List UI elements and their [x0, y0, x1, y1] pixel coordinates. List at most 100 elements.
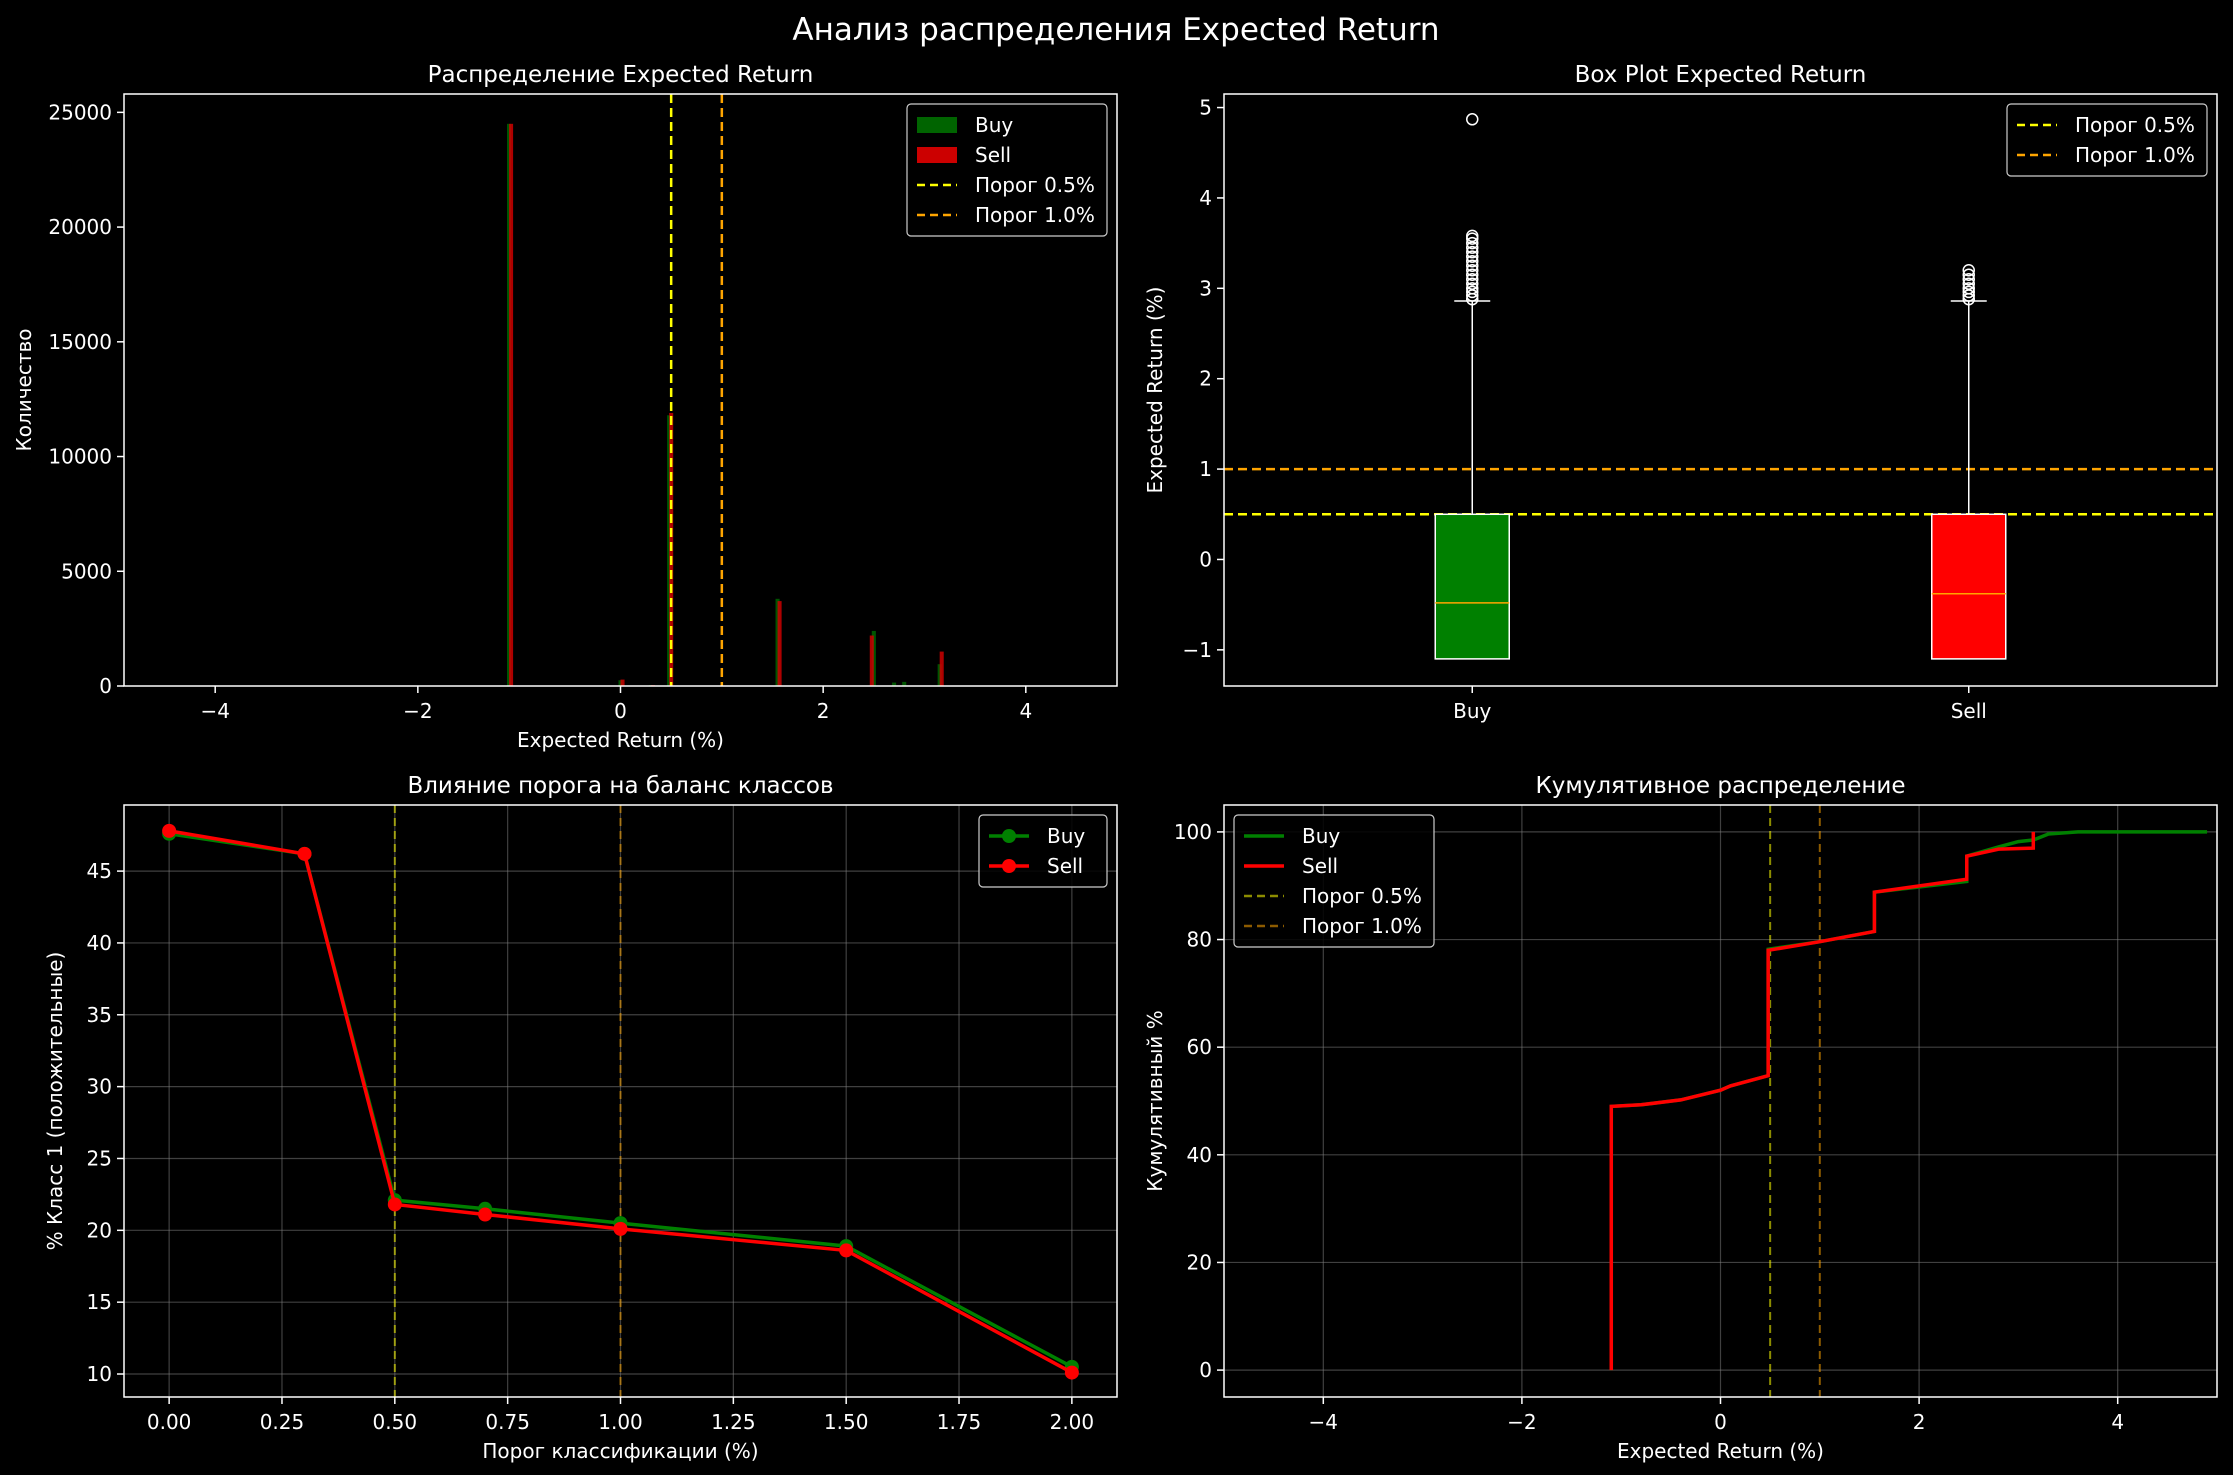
y-tick-label: 45 — [87, 859, 112, 883]
legend-label: Порог 1.0% — [975, 203, 1095, 227]
box-outlier — [1466, 263, 1479, 277]
x-tick-label: 0.50 — [373, 1410, 418, 1434]
legend: Buy Sell Порог 0.5% Порог 1.0% — [1233, 814, 1435, 948]
x-tick-label: 4 — [1019, 699, 1032, 723]
plot-area — [1224, 113, 2217, 660]
series-point-sell — [1064, 1365, 1079, 1380]
y-tick-label: 25 — [87, 1146, 112, 1170]
x-axis-label: Expected Return (%) — [1617, 1439, 1824, 1463]
box-outlier — [1466, 277, 1479, 291]
y-tick-label: 30 — [87, 1075, 112, 1099]
box-sell — [1931, 513, 2007, 660]
box-outlier — [1466, 268, 1479, 282]
box-outlier — [1962, 285, 1975, 299]
legend-swatch-marker — [1002, 829, 1016, 843]
y-axis-label: Количество — [12, 328, 36, 451]
box-outlier — [1962, 268, 1975, 282]
y-axis-label: Expected Return (%) — [1143, 286, 1167, 493]
box-outlier — [1466, 282, 1479, 295]
box-outlier — [1466, 245, 1479, 259]
y-axis-label: Кумулятивный % — [1143, 1010, 1167, 1191]
legend-label: Sell — [1047, 854, 1083, 878]
y-tick-label: 20 — [87, 1218, 112, 1242]
x-axis-label: Порог классификации (%) — [482, 1439, 758, 1463]
legend-label: Sell — [1302, 854, 1338, 878]
box-outlier — [1962, 282, 1975, 295]
x-tick-label: 2 — [817, 699, 830, 723]
series-point-sell — [162, 823, 177, 838]
series-point-sell — [297, 846, 312, 861]
series-point-sell — [613, 1221, 628, 1236]
chart-panel-hist: −4 −2 0 2 4 0 5000 10000 15000 20000 25000 Распреде… — [12, 62, 1118, 752]
chart-title: Влияние порога на баланс классов — [407, 773, 833, 799]
x-tick-label: 0 — [614, 699, 627, 723]
plot-area — [162, 805, 1079, 1397]
series-line-sell — [1609, 831, 2036, 1371]
y-tick-label: 15000 — [48, 330, 112, 354]
box-outlier — [1466, 259, 1479, 272]
y-tick-label: 20 — [1187, 1250, 1212, 1274]
box-outlier — [1466, 236, 1479, 250]
series-point-sell — [387, 1197, 402, 1212]
box-outlier — [1466, 254, 1479, 268]
x-tick-label: 0 — [1714, 1410, 1727, 1434]
legend-swatch — [917, 117, 957, 133]
y-axis-label: % Класс 1 (положительные) — [43, 952, 67, 1251]
legend-box — [2006, 103, 2208, 177]
series-point-sell — [478, 1207, 493, 1222]
y-tick-label: 0 — [1199, 547, 1212, 571]
x-tick-label: 2 — [1913, 1410, 1926, 1434]
x-tick-label: 4 — [2111, 1410, 2124, 1434]
y-tick-label: 0 — [99, 674, 112, 698]
y-tick-label: 40 — [1187, 1143, 1212, 1167]
legend: Порог 0.5% Порог 1.0% — [2006, 103, 2208, 177]
y-tick-label: 60 — [1187, 1035, 1212, 1059]
legend: Buy Sell — [978, 814, 1108, 888]
y-tick-label: 25000 — [48, 100, 112, 124]
legend-label: Порог 0.5% — [2075, 113, 2195, 137]
hist-bar-buy — [892, 682, 897, 686]
hist-bar-buy — [902, 681, 907, 686]
hist-bar-sell — [509, 123, 514, 686]
y-tick-label: −1 — [1183, 638, 1212, 662]
y-tick-label: 10 — [87, 1362, 112, 1386]
axes-frame — [1223, 93, 2218, 687]
box-outlier — [1466, 273, 1479, 286]
y-tick-label: 4 — [1199, 186, 1212, 210]
hist-bar-sell — [869, 635, 874, 686]
chart-title: Кумулятивное распределение — [1535, 773, 1905, 799]
chart-panel-box: Buy Sell −1 0 1 2 3 4 5 Box Plot Expected Return E… — [1143, 62, 2218, 723]
legend-box — [978, 814, 1108, 888]
x-tick-label: 2.00 — [1050, 1410, 1095, 1434]
x-tick-label: 1.00 — [598, 1410, 643, 1434]
hist-bar-sell — [939, 651, 944, 686]
legend-box — [906, 103, 1108, 237]
x-tick-label: −4 — [200, 699, 229, 723]
legend-label: Порог 0.5% — [975, 173, 1095, 197]
y-tick-label: 5000 — [61, 559, 112, 583]
legend-swatch-marker — [1002, 859, 1016, 873]
box-outlier — [1466, 113, 1479, 126]
x-tick-label: Sell — [1951, 699, 1987, 723]
hist-bar-sell — [620, 679, 625, 686]
x-tick-label: −4 — [1309, 1410, 1338, 1434]
y-tick-label: 15 — [87, 1290, 112, 1314]
legend-box — [1233, 814, 1435, 948]
x-tick-label: −2 — [403, 699, 432, 723]
chart-title: Распределение Expected Return — [428, 62, 814, 88]
x-tick-label: 0.75 — [485, 1410, 530, 1434]
x-tick-label: −2 — [1507, 1410, 1536, 1434]
box-outlier — [1962, 273, 1975, 286]
x-tick-label: 0.25 — [260, 1410, 305, 1434]
legend-label: Порог 1.0% — [1302, 914, 1422, 938]
y-tick-label: 1 — [1199, 457, 1212, 481]
y-tick-label: 35 — [87, 1003, 112, 1027]
x-tick-label: 1.75 — [937, 1410, 982, 1434]
y-tick-label: 80 — [1187, 928, 1212, 952]
x-tick-label: Buy — [1453, 699, 1491, 723]
box-outlier — [1466, 229, 1479, 243]
box-outlier — [1962, 277, 1975, 291]
y-tick-label: 40 — [87, 931, 112, 955]
